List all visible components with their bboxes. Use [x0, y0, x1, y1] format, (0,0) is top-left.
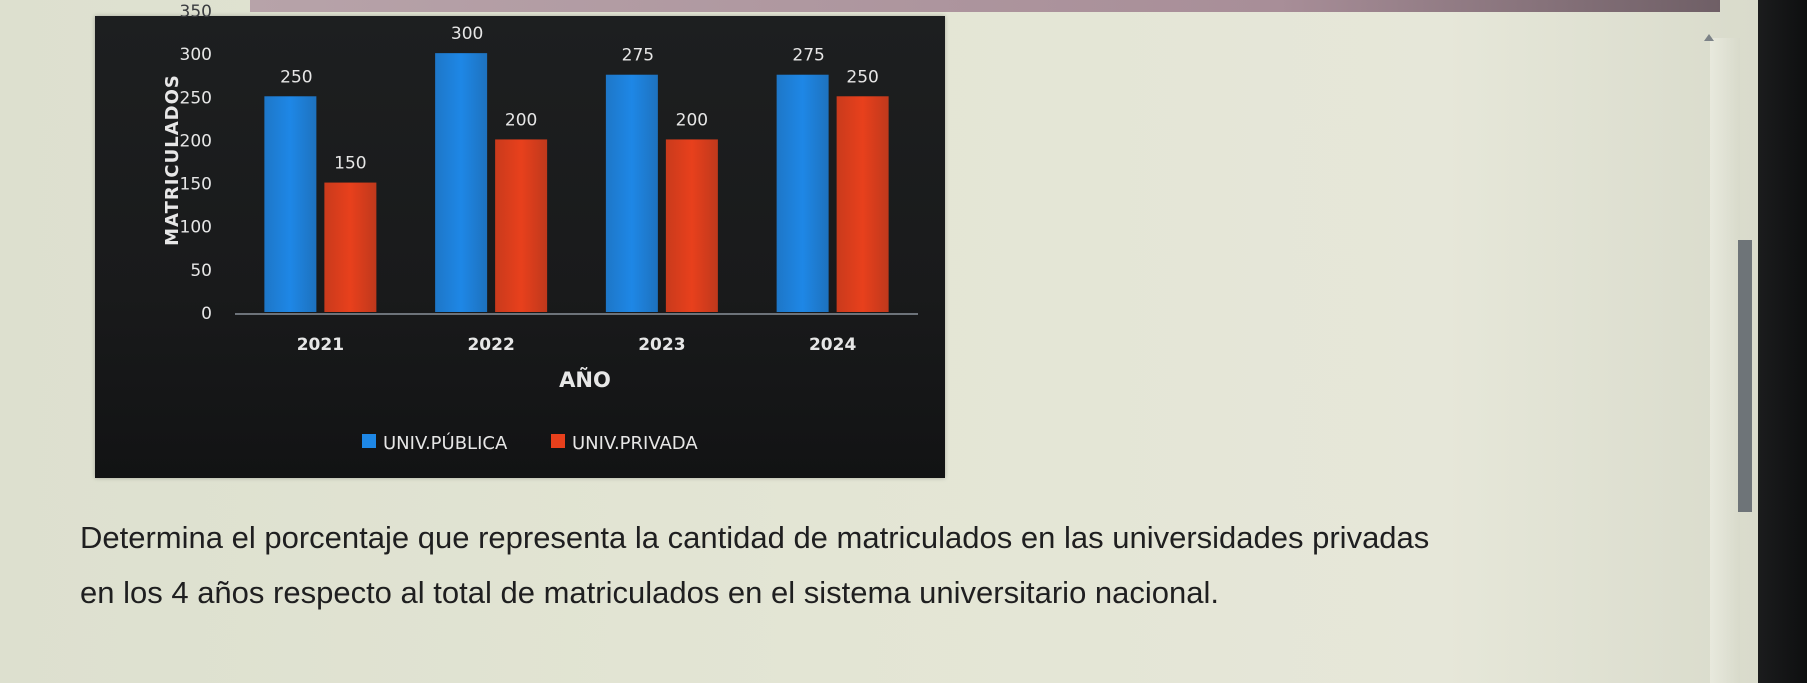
y-tick-label: 50	[190, 261, 212, 281]
x-tick-label: 2024	[809, 335, 856, 355]
data-label: 250	[280, 67, 312, 87]
data-label: 200	[676, 110, 708, 130]
bar-privada-2024	[836, 96, 889, 313]
bar-publica-2021	[264, 96, 317, 313]
legend: UNIV.PÚBLICA UNIV.PRIVADA	[362, 432, 698, 454]
data-label: 300	[451, 24, 483, 44]
bar-privada-2022	[495, 139, 548, 312]
legend-label-publica: UNIV.PÚBLICA	[383, 432, 508, 454]
bars	[264, 53, 889, 313]
browser-top-bar	[250, 0, 1720, 12]
bar-publica-2022	[435, 53, 488, 313]
y-tick-label: 300	[180, 45, 212, 65]
data-label: 200	[505, 110, 537, 130]
question-line-2: en los 4 años respecto al total de matri…	[80, 575, 1220, 610]
y-axis-ticks: 0 50 100 150 200 250 300 350	[180, 2, 212, 324]
y-tick-label: 0	[201, 304, 212, 324]
legend-label-privada: UNIV.PRIVADA	[572, 433, 698, 454]
data-label: 275	[622, 46, 654, 66]
data-label: 150	[334, 154, 366, 174]
y-tick-label: 150	[180, 175, 212, 195]
value-labels: 250 150 300 200 275 200 275 250	[280, 24, 879, 173]
y-tick-label: 200	[180, 131, 212, 151]
x-tick-label: 2023	[638, 335, 685, 355]
legend-swatch-publica	[362, 434, 376, 448]
bar-publica-2024	[776, 74, 829, 312]
y-axis-label: MATRICULADOS	[162, 74, 183, 246]
scroll-up-icon[interactable]	[1704, 34, 1714, 41]
scrollbar-thumb[interactable]	[1738, 240, 1752, 512]
y-tick-label: 100	[180, 218, 212, 238]
y-tick-label: 350	[180, 2, 212, 22]
x-tick-label: 2021	[297, 335, 344, 355]
x-tick-label: 2022	[467, 335, 514, 355]
screen-bezel	[1758, 0, 1807, 683]
y-tick-label: 250	[180, 88, 212, 108]
legend-swatch-privada	[551, 434, 565, 448]
data-label: 275	[792, 46, 824, 66]
bar-publica-2023	[605, 74, 658, 312]
question-text: Determina el porcentaje que representa l…	[80, 510, 1640, 620]
scroll-rail	[1710, 38, 1740, 683]
question-line-1: Determina el porcentaje que representa l…	[80, 520, 1430, 555]
x-axis-label: AÑO	[559, 367, 611, 392]
bar-privada-2021	[324, 182, 377, 312]
x-axis-ticks: 2021 2022 2023 2024	[297, 335, 857, 355]
data-label: 250	[846, 67, 878, 87]
bar-privada-2023	[665, 139, 718, 312]
